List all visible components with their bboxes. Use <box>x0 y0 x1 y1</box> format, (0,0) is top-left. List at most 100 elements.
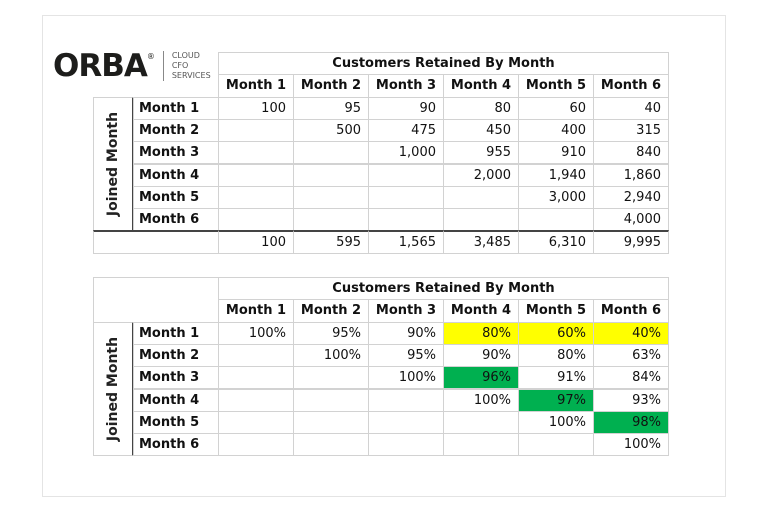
table-cell: 1,940 <box>518 163 594 187</box>
table-cell <box>368 163 444 187</box>
table-cell: 2,940 <box>593 185 669 210</box>
table-cell: 955 <box>443 141 519 165</box>
table-cell: 100% <box>218 321 294 345</box>
column-header: Month 5 <box>518 74 594 98</box>
table-cell: 90 <box>368 96 444 120</box>
table-cell: 100% <box>293 343 369 368</box>
table-cell: 63% <box>593 343 669 368</box>
logo: ORBA ® CLOUD CFO SERVICES <box>53 48 211 84</box>
total-cell: 100 <box>218 230 294 254</box>
column-header: Month 3 <box>368 74 444 98</box>
row-axis-label: Joined Month <box>105 111 122 216</box>
table-cell: 40 <box>593 96 669 120</box>
column-header: Month 4 <box>443 299 519 323</box>
total-blank <box>93 230 219 254</box>
tagline-line: SERVICES <box>171 71 211 80</box>
corner-cell <box>93 277 219 323</box>
table-cell <box>293 208 369 232</box>
table-cell <box>218 141 294 165</box>
table-cell: 93% <box>593 388 669 412</box>
table-cell: 840 <box>593 141 669 165</box>
table-cell <box>368 185 444 210</box>
table-cell: 90% <box>443 343 519 368</box>
table-cell <box>218 433 294 457</box>
card <box>42 15 726 497</box>
table-cell: 95% <box>293 321 369 345</box>
table-cell: 98% <box>593 410 669 435</box>
column-header: Month 6 <box>593 299 669 323</box>
row-label: Month 2 <box>133 343 219 368</box>
table-title: Customers Retained By Month <box>218 277 669 301</box>
table-cell <box>518 433 594 457</box>
table-cell <box>368 388 444 412</box>
table-cell: 500 <box>293 118 369 143</box>
table-cell <box>293 410 369 435</box>
table-cell: 100% <box>443 388 519 412</box>
table-cell: 1,000 <box>368 141 444 165</box>
row-label: Month 6 <box>133 208 219 232</box>
table-cell: 97% <box>518 388 594 412</box>
table-cell <box>443 433 519 457</box>
table-cell <box>218 388 294 412</box>
table-cell: 910 <box>518 141 594 165</box>
total-cell: 595 <box>293 230 369 254</box>
table-cell: 60 <box>518 96 594 120</box>
column-header: Month 3 <box>368 299 444 323</box>
row-label: Month 4 <box>133 163 219 187</box>
table-cell <box>293 366 369 390</box>
column-header: Month 2 <box>293 299 369 323</box>
table-cell <box>293 433 369 457</box>
table-cell <box>293 141 369 165</box>
table-cell: 100% <box>518 410 594 435</box>
row-axis-label: Joined Month <box>105 336 122 441</box>
table-cell: 2,000 <box>443 163 519 187</box>
table-title: Customers Retained By Month <box>218 52 669 76</box>
column-header: Month 4 <box>443 74 519 98</box>
total-cell: 1,565 <box>368 230 444 254</box>
column-header: Month 6 <box>593 74 669 98</box>
table-cell <box>218 366 294 390</box>
row-label: Month 5 <box>133 185 219 210</box>
table-cell: 90% <box>368 321 444 345</box>
column-header: Month 5 <box>518 299 594 323</box>
row-label: Month 2 <box>133 118 219 143</box>
column-header: Month 1 <box>218 74 294 98</box>
table-cell <box>293 163 369 187</box>
table-cell <box>518 208 594 232</box>
table-cell <box>368 410 444 435</box>
logo-tagline: CLOUD CFO SERVICES <box>162 51 211 81</box>
table-cell: 80 <box>443 96 519 120</box>
table-cell: 91% <box>518 366 594 390</box>
total-cell: 3,485 <box>443 230 519 254</box>
table-cell: 95 <box>293 96 369 120</box>
column-header: Month 2 <box>293 74 369 98</box>
table-cell: 400 <box>518 118 594 143</box>
tagline-line: CLOUD <box>171 51 200 60</box>
table-cell: 315 <box>593 118 669 143</box>
column-header: Month 1 <box>218 299 294 323</box>
table-cell <box>443 208 519 232</box>
table-cell: 450 <box>443 118 519 143</box>
table-cell: 95% <box>368 343 444 368</box>
row-label: Month 5 <box>133 410 219 435</box>
table-cell: 3,000 <box>518 185 594 210</box>
table-cell: 80% <box>518 343 594 368</box>
table-cell: 80% <box>443 321 519 345</box>
table-cell <box>218 410 294 435</box>
row-label: Month 1 <box>133 321 219 345</box>
logo-name: ORBA <box>53 48 148 84</box>
table-cell: 96% <box>443 366 519 390</box>
table-cell: 40% <box>593 321 669 345</box>
row-label: Month 3 <box>133 141 219 165</box>
total-cell: 9,995 <box>593 230 669 254</box>
table-cell <box>293 185 369 210</box>
table-cell <box>218 343 294 368</box>
table-cell: 4,000 <box>593 208 669 232</box>
table-cell <box>368 208 444 232</box>
row-label: Month 6 <box>133 433 219 457</box>
table-cell <box>218 163 294 187</box>
table-cell: 100 <box>218 96 294 120</box>
table-cell: 84% <box>593 366 669 390</box>
table-cell: 475 <box>368 118 444 143</box>
